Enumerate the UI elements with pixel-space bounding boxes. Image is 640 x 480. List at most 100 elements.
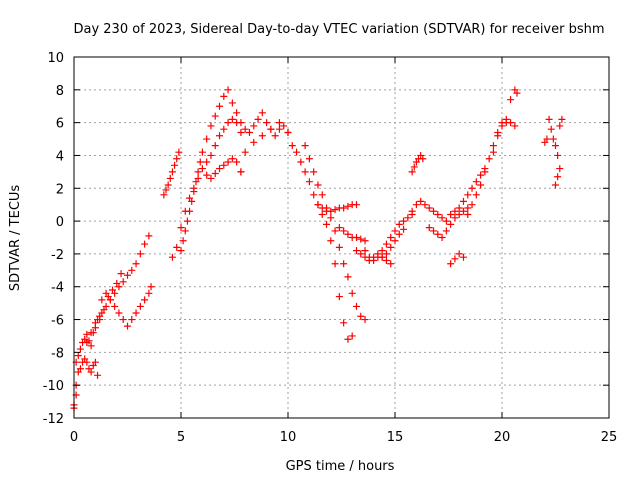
data-point [468,184,476,192]
data-point [451,207,459,215]
data-point [335,293,343,301]
data-point [340,319,348,327]
data-point [91,358,99,366]
data-point [177,224,185,232]
data-point [211,142,219,150]
data-point [275,125,283,133]
y-tick-labels: -12 -10 -8 -6 -4 -2 0 2 4 6 8 10 [43,51,64,427]
data-point [400,225,408,233]
data-point [228,115,236,123]
data-point [459,253,467,261]
data-point [254,115,262,123]
data-point [395,220,403,228]
data-point [216,102,224,110]
series-stray [70,89,521,412]
data-point [128,266,136,274]
data-point [145,232,153,240]
data-point [190,184,198,192]
data-point [177,247,185,255]
data-point [124,271,131,279]
data-point [507,119,515,127]
data-point [136,250,144,258]
data-point [395,230,403,238]
x-tick-label: 0 [70,430,78,445]
data-point [425,224,433,232]
data-point [327,207,335,215]
data-point [547,125,555,133]
data-point [241,148,249,156]
data-point [216,132,224,140]
y-tick-label: -8 [51,346,64,361]
data-point [554,151,562,159]
x-tick-label: 20 [494,430,511,445]
data-point [314,201,322,209]
series-arc-b [72,232,153,366]
data-point [280,122,288,130]
data-point [162,186,170,194]
data-point [228,99,236,107]
data-point [331,227,339,235]
data-point [76,365,84,373]
data-point [472,178,480,186]
data-point [344,230,352,238]
data-point [489,148,497,156]
data-point [361,237,369,245]
data-point [344,335,352,343]
series-arc-e [160,86,292,255]
data-point [145,289,153,297]
data-point [357,235,365,243]
data-point [400,217,408,225]
data-point [387,260,395,268]
axis-ticks [73,56,610,419]
series-arc-o [408,151,427,176]
series-arc-p [408,165,489,225]
data-point [327,237,335,245]
data-point [250,138,258,146]
series-arc-j [314,201,360,215]
data-point [464,211,472,219]
data-point [447,211,455,219]
data-point [382,250,390,258]
data-point [352,247,360,255]
data-point [241,125,249,133]
data-point [224,119,232,127]
data-point [331,260,339,268]
data-point [111,302,119,310]
data-point [91,319,99,327]
data-point [113,279,121,287]
data-point [451,255,459,263]
data-point [305,178,313,186]
data-point [198,165,206,173]
data-point [357,312,365,320]
data-point [344,273,352,281]
data-point [271,132,279,140]
y-tick-label: -10 [43,379,64,394]
data-point [179,237,187,245]
data-point [104,293,112,301]
data-point [472,191,480,199]
data-point [323,220,331,228]
data-point [477,181,485,189]
series-arc-d [83,270,125,347]
grid [74,57,609,418]
data-point [485,155,493,163]
data-point [124,322,131,330]
data-point [408,168,416,176]
data-point [183,217,191,225]
y-tick-label: 8 [56,84,64,99]
data-point [318,211,326,219]
data-point [447,220,455,228]
data-point [263,119,271,127]
data-point [340,204,348,212]
data-point [419,155,427,163]
y-tick-label: -2 [51,248,64,263]
data-point [459,207,467,215]
data-point [558,115,566,123]
data-point [464,204,472,212]
data-point [442,227,450,235]
data-point [258,109,266,117]
data-points [70,86,566,412]
data-point [216,165,224,173]
data-point [357,250,365,258]
data-point [147,283,155,291]
